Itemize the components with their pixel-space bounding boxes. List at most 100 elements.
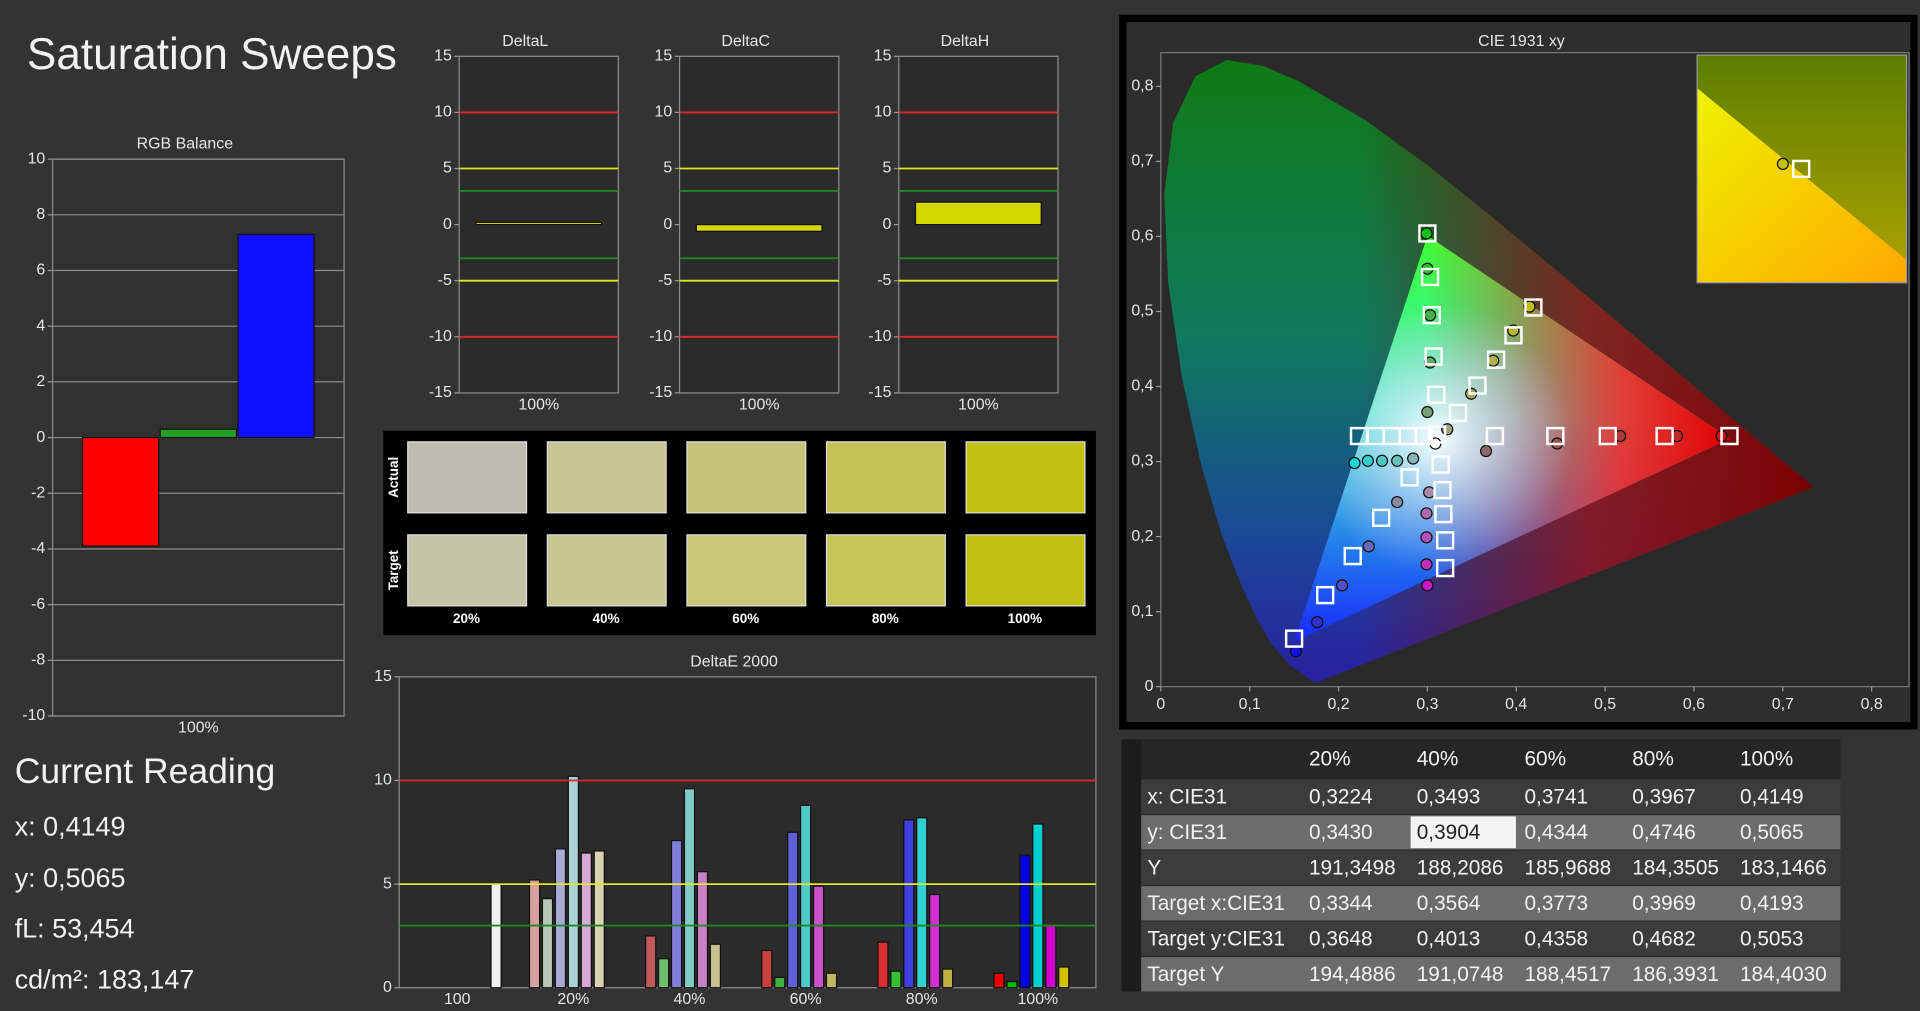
swatch bbox=[825, 534, 946, 607]
swatch bbox=[825, 441, 946, 514]
reading-line: x: 0,4149 bbox=[15, 812, 126, 842]
target-point bbox=[1655, 426, 1674, 446]
y-tick-label: 4 bbox=[36, 317, 45, 334]
measured-point bbox=[1391, 454, 1404, 467]
bar bbox=[567, 775, 580, 989]
row-label: Y bbox=[1147, 857, 1161, 880]
y-tick-label: -8 bbox=[31, 652, 45, 669]
table-cell: 188,4517 bbox=[1524, 963, 1611, 986]
row-label: y: CIE31 bbox=[1147, 821, 1227, 844]
column-header: 100% bbox=[1740, 748, 1793, 771]
chart-title: DeltaH bbox=[941, 33, 990, 50]
y-tick-label: 10 bbox=[28, 150, 46, 167]
table-row-bg bbox=[1141, 850, 1841, 885]
table-cell: 0,5065 bbox=[1740, 821, 1804, 844]
chart-title: DeltaL bbox=[502, 33, 548, 50]
measured-point bbox=[1421, 405, 1434, 419]
bar bbox=[490, 883, 502, 989]
target-point bbox=[1524, 298, 1543, 317]
target-point bbox=[1435, 558, 1455, 578]
bar bbox=[929, 893, 941, 989]
y-tick-label: 0,1 bbox=[1131, 603, 1153, 620]
bar bbox=[1045, 924, 1057, 989]
table-cell: 0,4149 bbox=[1740, 786, 1804, 809]
x-tick-label: 20% bbox=[557, 991, 589, 1008]
table-cell: 188,2086 bbox=[1417, 857, 1504, 880]
y-tick-label: 0 bbox=[36, 429, 45, 446]
y-tick-label: -10 bbox=[429, 328, 452, 345]
y-tick-label: 0,2 bbox=[1131, 528, 1153, 545]
reading-title: Current Reading bbox=[15, 751, 276, 791]
x-tick-label: 0 bbox=[1156, 696, 1165, 713]
measured-point bbox=[1776, 157, 1790, 171]
swatch bbox=[965, 534, 1086, 607]
table-cell: 0,5053 bbox=[1740, 928, 1804, 951]
bar bbox=[812, 885, 825, 989]
y-tick-label: 5 bbox=[883, 160, 892, 177]
target-point bbox=[1433, 480, 1452, 500]
y-tick-label: -6 bbox=[31, 596, 45, 613]
measured-point bbox=[1420, 531, 1433, 544]
column-header: 80% bbox=[1632, 748, 1674, 771]
bar bbox=[237, 233, 315, 439]
measured-point bbox=[1423, 309, 1437, 322]
bar bbox=[941, 968, 954, 989]
swatch-label: 20% bbox=[453, 611, 480, 626]
table-cell: 0,3741 bbox=[1524, 786, 1588, 809]
inset-border bbox=[1696, 54, 1908, 284]
bar bbox=[683, 788, 696, 989]
bar bbox=[1032, 823, 1044, 989]
bar bbox=[554, 848, 567, 989]
target-point bbox=[1343, 546, 1362, 566]
table-cell: 0,3773 bbox=[1524, 892, 1588, 915]
gamut-triangle-white bbox=[1294, 235, 1730, 642]
x-tick-label: 100% bbox=[739, 396, 780, 413]
table-cell: 0,4746 bbox=[1632, 821, 1696, 844]
y-tick-label: 8 bbox=[36, 206, 45, 223]
measured-point bbox=[1523, 300, 1536, 313]
swatch-label: 100% bbox=[1008, 611, 1042, 626]
x-tick-label: 0,5 bbox=[1594, 696, 1616, 713]
bar bbox=[709, 943, 722, 989]
row-label: Target x:CIE31 bbox=[1147, 892, 1285, 915]
y-tick-label: 0,7 bbox=[1131, 153, 1153, 170]
swatch bbox=[407, 441, 528, 514]
bar bbox=[657, 958, 670, 989]
x-tick-label: 100% bbox=[518, 396, 559, 413]
zoom-inset bbox=[1697, 55, 1907, 283]
y-tick-label: -4 bbox=[31, 540, 45, 557]
table-row-bg bbox=[1141, 779, 1841, 814]
row-label: Actual bbox=[386, 457, 401, 498]
x-tick-label: 80% bbox=[906, 991, 938, 1008]
table-row-bg bbox=[1141, 957, 1841, 992]
measured-point bbox=[1361, 454, 1374, 467]
column-header: 20% bbox=[1309, 748, 1351, 771]
measured-point bbox=[1375, 454, 1389, 467]
bar bbox=[580, 852, 592, 989]
measured-point bbox=[1407, 452, 1420, 465]
table-cell: 0,3430 bbox=[1309, 821, 1373, 844]
target-point bbox=[1504, 326, 1523, 345]
target-point bbox=[1349, 426, 1369, 446]
bar bbox=[914, 201, 1042, 226]
y-tick-label: 5 bbox=[443, 160, 452, 177]
bar bbox=[541, 898, 554, 989]
bar bbox=[1019, 854, 1031, 989]
x-tick-label: 100% bbox=[958, 396, 999, 413]
reading-line: fL: 53,454 bbox=[15, 913, 135, 943]
table-row-bg bbox=[1141, 921, 1841, 956]
target-point bbox=[1546, 426, 1565, 446]
table-cell: 0,3493 bbox=[1417, 786, 1481, 809]
y-tick-label: 2 bbox=[36, 373, 45, 390]
x-tick-label: 0,1 bbox=[1239, 696, 1261, 713]
x-tick-label: 40% bbox=[674, 991, 706, 1008]
plot-area bbox=[398, 676, 1097, 989]
chart-title: CIE 1931 xy bbox=[1478, 33, 1565, 50]
bar bbox=[877, 941, 889, 989]
y-tick-label: 0 bbox=[1145, 678, 1154, 695]
y-tick-label: 6 bbox=[36, 262, 45, 279]
table: 20% 40% 60% 80% 100% x: CIE31 0,3224 0,3493 0,37… bbox=[1121, 739, 1841, 992]
swatch bbox=[546, 534, 667, 607]
bar bbox=[774, 976, 786, 989]
